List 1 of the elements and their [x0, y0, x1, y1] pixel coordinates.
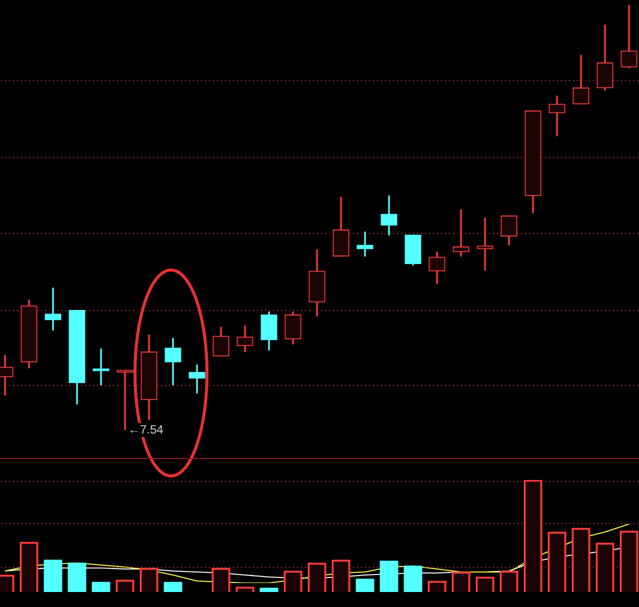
annotation: ←7.54 — [128, 422, 164, 436]
